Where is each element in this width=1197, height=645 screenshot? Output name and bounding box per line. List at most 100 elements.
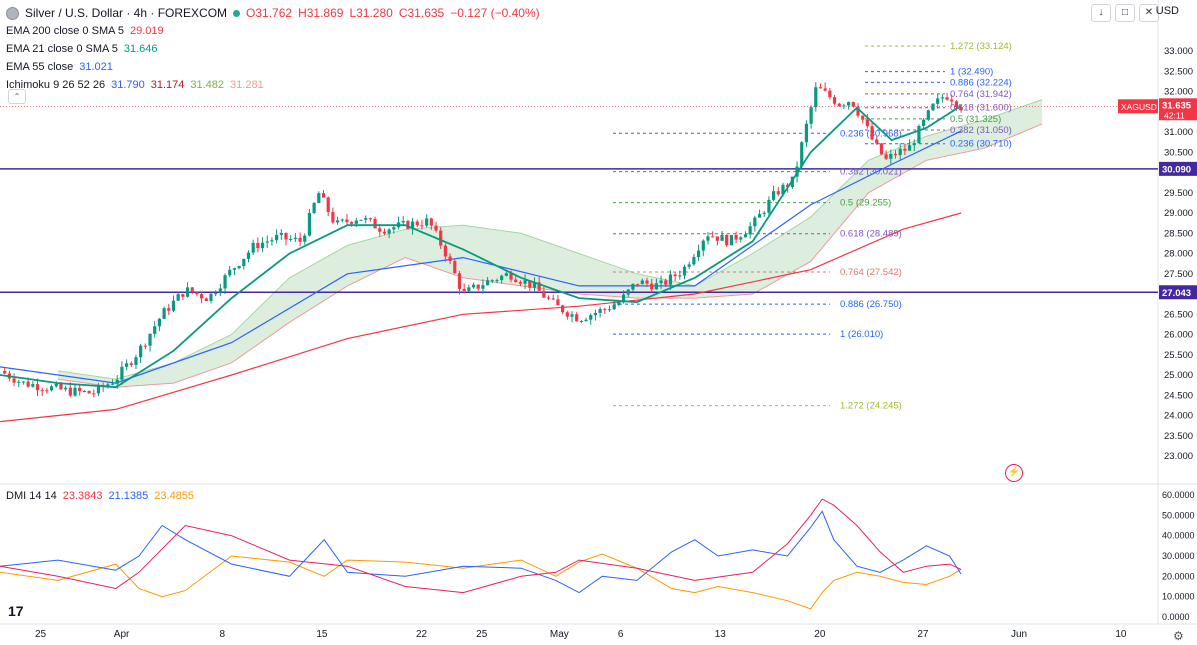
tradingview-logo[interactable]: 17 [8, 603, 24, 619]
gear-icon[interactable]: ⚙ [1173, 629, 1184, 643]
ema21-line [0, 105, 962, 389]
time-tick-label: 13 [715, 629, 727, 640]
candle-body [345, 219, 349, 223]
candle-body [326, 197, 330, 213]
candle-body [185, 287, 190, 297]
candle-body [654, 283, 658, 290]
currency-label[interactable]: USD [1155, 5, 1179, 17]
price-tick-label: 31.000 [1164, 127, 1193, 138]
candle-body [682, 266, 687, 276]
symbol-title[interactable]: Silver / U.S. Dollar · 4h · FOREXCOM [25, 6, 228, 20]
candle-body [415, 221, 419, 226]
price-tick-label: 28.000 [1164, 249, 1193, 260]
candle-body [284, 232, 288, 240]
candle-body [59, 383, 63, 390]
candle-body [228, 269, 232, 276]
candle-body [35, 384, 40, 391]
fib-level-label: 0.382 (31.050) [950, 125, 1012, 136]
candle-body [78, 387, 82, 392]
candle-body [593, 312, 598, 316]
dmi-tick-label: 30.0000 [1162, 551, 1195, 561]
collapse-legend-button[interactable]: ⌃ [8, 89, 26, 104]
fib-level-label: 0.764 (31.942) [950, 89, 1012, 100]
candle-body [645, 280, 649, 284]
chart-legend: Silver / U.S. Dollar · 4h · FOREXCOM O31… [6, 4, 540, 94]
candle-body [162, 308, 166, 319]
maximize-icon[interactable]: □ [1115, 4, 1135, 22]
candle-body [148, 333, 152, 346]
candle-body [907, 145, 912, 151]
candle-body [500, 275, 504, 281]
lightning-icon[interactable]: ⚡ [1005, 464, 1023, 482]
dmi-legend[interactable]: DMI 14 14 23.3843 21.1385 23.4855 [6, 490, 194, 502]
price-tick-label: 29.000 [1164, 208, 1193, 219]
price-tick-label: 23.500 [1164, 431, 1193, 442]
candle-body [167, 308, 171, 311]
current-price-tag [1159, 98, 1197, 121]
candle-body [837, 103, 841, 107]
time-tick-label: Jun [1011, 629, 1027, 640]
candle-body [190, 287, 194, 293]
candle-body [195, 292, 199, 295]
time-tick-label: 8 [220, 629, 226, 640]
candle-body [537, 282, 541, 291]
price-tick-label: 33.000 [1164, 46, 1193, 57]
candle-body [242, 258, 246, 267]
candle-body [870, 126, 874, 140]
candle-body [448, 256, 452, 261]
candle-body [218, 288, 222, 294]
indicator-ema21[interactable]: EMA 21 close 0 SMA 5 31.646 [6, 40, 540, 58]
candle-body [607, 309, 612, 311]
candle-body [31, 384, 35, 387]
close-icon[interactable]: ✕ [1139, 4, 1159, 22]
price-tick-label: 24.500 [1164, 390, 1193, 401]
candle-body [64, 387, 68, 390]
candle-body [584, 319, 588, 322]
candle-body [856, 106, 860, 116]
candle-body [617, 302, 621, 305]
candle-body [678, 275, 682, 277]
candle-body [49, 386, 54, 391]
fib-level-label: 0.764 (27.542) [840, 267, 902, 278]
candle-body [124, 363, 129, 367]
candle-body [401, 220, 405, 223]
candle-body [490, 280, 494, 282]
candle-body [926, 110, 930, 120]
ichimoku-span-b [57, 123, 1043, 388]
time-tick-label: 15 [316, 629, 328, 640]
candle-body [96, 385, 101, 394]
candle-body [157, 318, 162, 327]
candle-body [865, 119, 869, 127]
candle-body [270, 240, 274, 242]
indicator-ichimoku[interactable]: Ichimoku 9 26 52 26 31.790 31.174 31.482… [6, 76, 540, 94]
candle-body [279, 232, 283, 235]
indicator-ema200[interactable]: EMA 200 close 0 SMA 5 29.019 [6, 22, 540, 40]
candle-body [434, 225, 438, 231]
candle-body [664, 280, 668, 285]
candle-body [260, 242, 265, 249]
candle-body [621, 294, 626, 303]
time-tick-label: Apr [114, 629, 130, 640]
candle-body [373, 218, 377, 229]
candle-body [532, 282, 537, 288]
ema55-line [0, 130, 962, 384]
price-tick-label: 32.000 [1164, 87, 1193, 98]
candle-body [214, 293, 218, 295]
candle-body [21, 381, 26, 383]
indicator-value: 31.174 [150, 79, 185, 91]
dmi-tick-label: 50.0000 [1162, 510, 1195, 520]
candle-body [800, 142, 804, 167]
candle-body [748, 226, 752, 235]
candle-body [420, 225, 424, 227]
scroll-down-icon[interactable]: ↓ [1091, 4, 1111, 22]
price-tick-label: 25.000 [1164, 370, 1193, 381]
indicator-ema55[interactable]: EMA 55 close 31.021 [6, 58, 540, 76]
indicator-label: EMA 55 close [6, 61, 74, 73]
candle-body [382, 231, 387, 234]
indicator-label: EMA 21 close 0 SMA 5 [6, 43, 118, 55]
candle-body [725, 234, 729, 246]
candle-body [715, 236, 719, 241]
candle-body [204, 298, 208, 301]
candle-body [462, 288, 466, 291]
